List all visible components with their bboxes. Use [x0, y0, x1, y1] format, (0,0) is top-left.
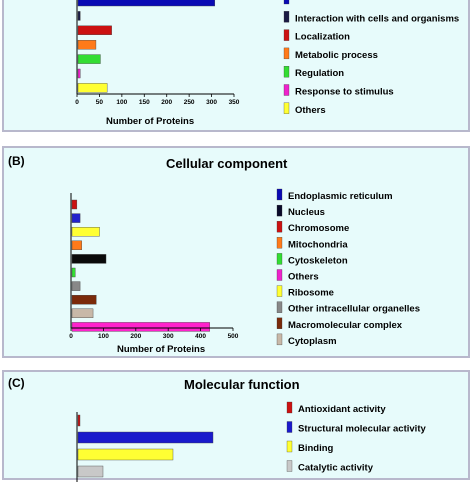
legend-swatch — [276, 317, 283, 329]
bar-regulation — [77, 54, 101, 64]
x-tick-label: 400 — [195, 333, 206, 340]
legend-label: Catalytic activity — [298, 463, 374, 474]
legend-swatch — [276, 253, 283, 265]
legend-label: Regulation — [295, 68, 344, 79]
bar-ribosome — [71, 281, 81, 291]
bar-other-intracellular-organelles — [71, 294, 97, 305]
x-tick-label: 200 — [130, 333, 141, 340]
legend-swatch — [276, 237, 283, 249]
bar-metabolic-process — [77, 40, 97, 50]
bar-cellular-process — [77, 0, 216, 7]
x-tick-label: 500 — [228, 333, 239, 340]
legend-swatch — [283, 11, 290, 23]
legend-label: Macromolecular complex — [288, 320, 403, 331]
bar-cytoskeleton — [71, 254, 107, 264]
legend-swatch — [286, 401, 293, 414]
bar-response-to-stimulus — [77, 68, 81, 79]
x-tick-label: 100 — [98, 333, 109, 340]
chart-title-b: Cellular component — [166, 156, 288, 171]
x-tick-label: 0 — [69, 333, 73, 340]
bar-localization — [77, 25, 112, 35]
legend-label: Others — [295, 105, 326, 116]
panel-b: (B) Cellular component 0 100 200 300 400 500 N… — [2, 146, 470, 358]
legend-label: Antioxidant activity — [298, 404, 386, 415]
bar-cytoplasm — [71, 322, 210, 332]
legend-swatch — [286, 460, 293, 472]
legend-swatch — [283, 0, 290, 5]
panel-label-c: (C) — [8, 376, 25, 390]
bar-antioxidant-activity — [77, 414, 81, 427]
chart-c: Antioxidant activity Structural molecular… — [76, 401, 426, 482]
x-tick-label: 300 — [206, 99, 217, 106]
bar-binding — [77, 448, 174, 461]
legend-swatch — [276, 221, 283, 233]
chart-b: 0 100 200 300 400 500 Number of Proteins Endopl… — [69, 188, 420, 355]
panel-label-b: (B) — [8, 154, 25, 168]
bar-macromolecular-complex — [71, 308, 94, 319]
legend-label: Metabolic process — [295, 50, 378, 61]
bar-mitochondria — [71, 240, 82, 251]
legend-label: Mitochondria — [288, 239, 348, 250]
legend-swatch — [286, 421, 293, 433]
x-tick-label: 150 — [139, 99, 150, 106]
x-axis-label: Number of Proteins — [106, 116, 194, 127]
legend-swatch — [283, 29, 290, 41]
legend-label: Response to stimulus — [295, 87, 394, 98]
legend-swatch — [276, 269, 283, 281]
legend-swatch — [286, 440, 293, 453]
legend-label: Structural molecular activity — [298, 424, 426, 435]
legend-swatch — [283, 84, 290, 96]
legend-swatch — [283, 47, 290, 60]
x-tick-label: 200 — [161, 99, 172, 106]
panel-a: 0 50 100 150 200 250 300 350 Number of Proteins I… — [2, 0, 470, 132]
legend-label: Binding — [298, 443, 334, 454]
bar-interaction-with-cells-and-organisms — [77, 11, 81, 21]
legend-swatch — [283, 102, 290, 114]
x-tick-label: 100 — [116, 99, 127, 106]
x-tick-label: 300 — [163, 333, 174, 340]
bar-structural-molecular-activity — [77, 431, 214, 444]
chart-title-c: Molecular function — [184, 377, 300, 392]
bar-endoplasmic-reticulum — [71, 199, 78, 210]
bar-others — [77, 83, 108, 93]
legend-swatch — [276, 204, 283, 217]
legend-swatch — [276, 301, 283, 313]
legend-swatch — [276, 333, 283, 346]
x-tick-label: 50 — [96, 99, 104, 106]
legend-label: Ribosome — [288, 288, 334, 299]
chart-a: 0 50 100 150 200 250 300 350 Number of Proteins I… — [75, 0, 459, 127]
legend-label: Chromosome — [288, 223, 349, 234]
legend-swatch — [283, 66, 290, 78]
bar-others — [71, 267, 76, 278]
x-axis-label: Number of Proteins — [117, 344, 205, 355]
legend-label: Cytoskeleton — [288, 255, 348, 266]
legend-label: Endoplasmic reticulum — [288, 191, 393, 202]
legend-label: Cytoplasm — [288, 336, 337, 347]
legend-label: Other intracellular organelles — [288, 304, 420, 315]
x-tick-label: 0 — [75, 99, 79, 106]
legend-label: Others — [288, 272, 319, 283]
legend-label: Localization — [295, 32, 350, 43]
panel-c: (C) Molecular function Antioxidant activ… — [2, 370, 470, 482]
x-tick-label: 250 — [184, 99, 195, 106]
legend-swatch — [276, 285, 283, 297]
bar-catalytic-activity — [77, 465, 104, 478]
legend-label: Nucleus — [288, 207, 325, 218]
bar-chromosome — [71, 226, 100, 237]
bar-nucleus — [71, 213, 81, 223]
x-tick-label: 350 — [229, 99, 240, 106]
legend-label: Interaction with cells and organisms — [295, 13, 459, 24]
legend-swatch — [276, 188, 283, 201]
